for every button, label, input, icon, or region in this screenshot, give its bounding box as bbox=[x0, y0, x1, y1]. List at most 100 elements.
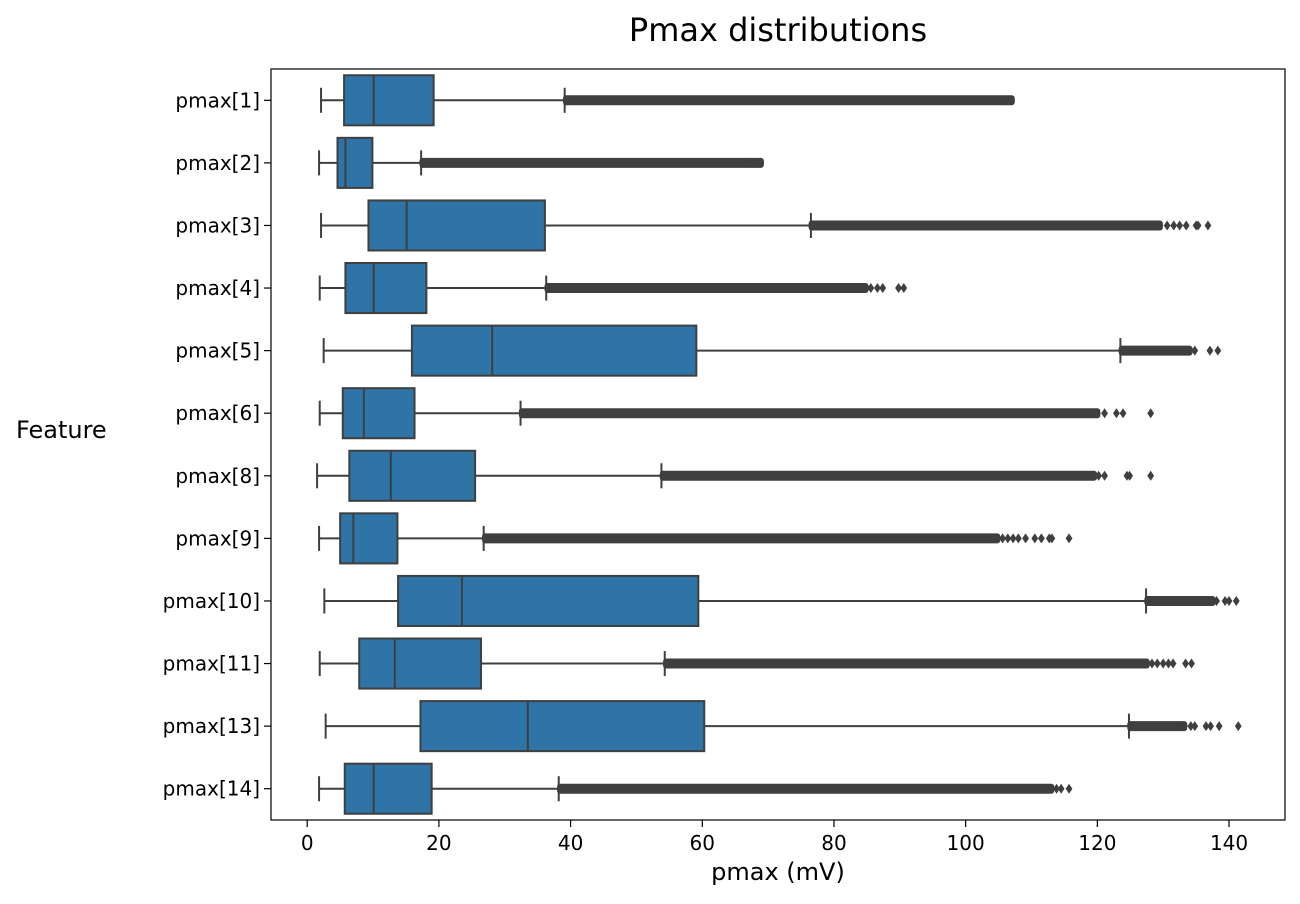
x-tick-label: 20 bbox=[426, 831, 451, 855]
y-tick-label: pmax[10] bbox=[163, 589, 260, 613]
outlier-point bbox=[1037, 533, 1045, 544]
outlier-point bbox=[556, 783, 564, 794]
outlier-point bbox=[1225, 595, 1233, 606]
x-tick-label: 100 bbox=[947, 831, 985, 855]
outlier-point bbox=[1191, 721, 1199, 732]
outlier-point bbox=[1180, 721, 1188, 732]
outlier-point bbox=[1204, 220, 1212, 231]
outlier-point bbox=[1148, 658, 1156, 669]
outlier-point bbox=[1004, 533, 1012, 544]
outlier-point bbox=[1065, 533, 1073, 544]
outlier-point bbox=[862, 283, 869, 294]
y-tick-label: pmax[3] bbox=[175, 213, 260, 237]
outlier-point bbox=[1221, 595, 1229, 606]
outlier-point bbox=[1095, 470, 1103, 481]
plot-layer: 0 20 40 60 80 100 120 140 pmax[1] pmax[2] pmax[3] p… bbox=[163, 74, 1248, 855]
outlier-point bbox=[1014, 533, 1022, 544]
y-tick-label: pmax[13] bbox=[163, 714, 260, 738]
y-tick-label: pmax[4] bbox=[175, 276, 260, 300]
x-tick-label: 120 bbox=[1078, 831, 1116, 855]
chart-title: Pmax distributions bbox=[629, 11, 927, 49]
outlier-point bbox=[1147, 470, 1155, 481]
outlier-point bbox=[1194, 220, 1202, 231]
outlier-point bbox=[1170, 220, 1178, 231]
outlier-point bbox=[1022, 533, 1029, 544]
outlier-point bbox=[562, 95, 570, 106]
outlier-point bbox=[1182, 658, 1189, 669]
outlier-point bbox=[544, 283, 551, 294]
outlier-point bbox=[867, 283, 875, 294]
x-axis-label: pmax (mV) bbox=[711, 858, 845, 886]
outlier-point bbox=[1057, 783, 1065, 794]
outlier-point bbox=[1163, 220, 1171, 231]
iqr-box bbox=[343, 74, 435, 127]
outlier-band bbox=[481, 533, 1001, 544]
outlier-point bbox=[1093, 408, 1101, 419]
x-tick-label: 80 bbox=[821, 831, 846, 855]
iqr-box bbox=[367, 199, 546, 252]
outlier-point bbox=[999, 95, 1006, 106]
outlier-point bbox=[1232, 595, 1240, 606]
outlier-point bbox=[518, 408, 526, 419]
iqr-box bbox=[348, 449, 477, 502]
outlier-band bbox=[808, 220, 1163, 231]
outlier-point bbox=[1153, 658, 1161, 669]
outlier-point bbox=[419, 157, 426, 168]
iqr-box bbox=[344, 262, 428, 315]
outlier-point bbox=[1176, 220, 1184, 231]
outlier-point bbox=[1191, 345, 1199, 356]
outlier-point bbox=[741, 157, 749, 168]
outlier-point bbox=[1143, 595, 1151, 606]
outlier-point bbox=[900, 283, 908, 294]
outlier-point bbox=[1101, 408, 1108, 419]
outlier-point bbox=[1065, 783, 1073, 794]
y-tick-label: pmax[11] bbox=[163, 652, 260, 676]
outlier-band bbox=[659, 470, 1098, 481]
outlier-point bbox=[1126, 721, 1134, 732]
outlier-point bbox=[1053, 783, 1060, 794]
outlier-point bbox=[874, 283, 881, 294]
outlier-point bbox=[808, 220, 815, 231]
outlier-point bbox=[748, 157, 756, 168]
plot-frame bbox=[270, 68, 1286, 821]
outlier-point bbox=[1215, 721, 1223, 732]
outlier-point bbox=[1126, 470, 1134, 481]
outlier-point bbox=[1169, 658, 1177, 669]
outlier-point bbox=[1206, 345, 1214, 356]
outlier-point bbox=[1213, 595, 1220, 606]
outlier-point bbox=[1186, 345, 1193, 356]
x-tick-label: 0 bbox=[301, 831, 314, 855]
outlier-band bbox=[562, 95, 1015, 106]
outlier-point bbox=[1234, 721, 1242, 732]
outlier-point bbox=[481, 533, 489, 544]
outlier-band bbox=[1118, 345, 1193, 356]
outlier-point bbox=[1113, 408, 1120, 419]
outlier-point bbox=[1156, 220, 1164, 231]
iqr-box bbox=[419, 700, 706, 753]
outlier-point bbox=[659, 470, 667, 481]
iqr-box bbox=[343, 762, 433, 815]
iqr-box bbox=[341, 387, 416, 440]
outlier-point bbox=[1031, 533, 1039, 544]
x-tick-label: 40 bbox=[558, 831, 583, 855]
y-tick-label: pmax[8] bbox=[175, 464, 260, 488]
outlier-band bbox=[419, 157, 764, 168]
iqr-box bbox=[397, 574, 700, 627]
outlier-band bbox=[1144, 595, 1216, 606]
outlier-point bbox=[1165, 658, 1172, 669]
outlier-point bbox=[1182, 220, 1190, 231]
y-tick-label: pmax[14] bbox=[163, 777, 260, 801]
outlier-point bbox=[1047, 783, 1055, 794]
outlier-band bbox=[663, 658, 1150, 669]
outlier-point bbox=[1009, 533, 1017, 544]
outlier-point bbox=[1214, 345, 1222, 356]
outlier-point bbox=[879, 283, 887, 294]
y-axis-label: Feature bbox=[16, 416, 107, 444]
outlier-band bbox=[518, 408, 1101, 419]
outlier-point bbox=[1090, 470, 1098, 481]
y-tick-label: pmax[9] bbox=[175, 526, 260, 550]
outlier-point bbox=[1008, 95, 1016, 106]
outlier-point bbox=[1048, 533, 1056, 544]
y-tick-label: pmax[2] bbox=[175, 151, 260, 175]
